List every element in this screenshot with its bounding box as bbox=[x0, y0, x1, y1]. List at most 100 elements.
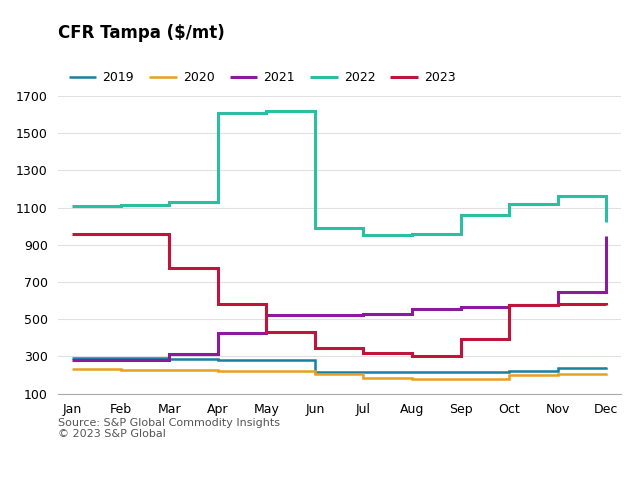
2022 bbox=[262, 110, 270, 116]
2020 bbox=[602, 370, 610, 375]
Text: Source: S&P Global Commodity Insights
© 2023 S&P Global: Source: S&P Global Commodity Insights © … bbox=[58, 418, 280, 439]
2020 bbox=[311, 369, 319, 374]
2021 bbox=[602, 289, 610, 295]
2019 bbox=[68, 355, 76, 361]
2019 bbox=[311, 369, 319, 375]
2019 bbox=[117, 355, 125, 361]
2023 bbox=[165, 231, 173, 237]
2022 bbox=[262, 108, 270, 114]
2021 bbox=[214, 330, 221, 336]
2023 bbox=[506, 336, 513, 342]
2022 bbox=[117, 203, 125, 209]
2019 bbox=[262, 357, 270, 362]
2022 bbox=[457, 231, 465, 237]
2022 bbox=[311, 108, 319, 114]
2023 bbox=[117, 231, 125, 237]
2019 bbox=[408, 369, 416, 375]
2021 bbox=[602, 233, 610, 239]
2021 bbox=[311, 312, 319, 318]
2020 bbox=[457, 376, 465, 382]
2019 bbox=[457, 369, 465, 375]
2019 bbox=[457, 369, 465, 375]
2021 bbox=[262, 330, 270, 336]
2019 bbox=[117, 355, 125, 361]
2023 bbox=[311, 345, 319, 351]
Line: 2019: 2019 bbox=[72, 358, 606, 372]
2022 bbox=[554, 193, 561, 199]
Line: 2020: 2020 bbox=[72, 370, 606, 379]
Line: 2021: 2021 bbox=[72, 236, 606, 360]
2020 bbox=[262, 368, 270, 374]
2020 bbox=[262, 369, 270, 374]
2019 bbox=[214, 356, 221, 362]
2019 bbox=[214, 357, 221, 362]
2020 bbox=[408, 375, 416, 381]
2022 bbox=[408, 231, 416, 237]
2022 bbox=[408, 232, 416, 238]
2019 bbox=[602, 366, 610, 372]
2019 bbox=[262, 358, 270, 363]
2019 bbox=[165, 356, 173, 362]
2021 bbox=[408, 311, 416, 316]
2023 bbox=[165, 265, 173, 271]
2023 bbox=[311, 329, 319, 335]
2019 bbox=[360, 369, 367, 375]
2020 bbox=[117, 367, 125, 372]
2023 bbox=[457, 336, 465, 342]
2023 bbox=[554, 302, 561, 308]
2022 bbox=[214, 199, 221, 205]
2019 bbox=[506, 369, 513, 374]
2019 bbox=[408, 369, 416, 375]
2019 bbox=[506, 369, 513, 375]
2021 bbox=[117, 358, 125, 363]
2021 bbox=[262, 312, 270, 318]
2020 bbox=[214, 368, 221, 374]
2020 bbox=[311, 371, 319, 376]
2020 bbox=[457, 376, 465, 382]
Line: 2022: 2022 bbox=[72, 111, 606, 235]
2023 bbox=[408, 350, 416, 356]
2020 bbox=[506, 376, 513, 382]
2022 bbox=[68, 203, 76, 209]
2020 bbox=[360, 375, 367, 381]
2021 bbox=[554, 302, 561, 308]
2023 bbox=[408, 353, 416, 359]
2020 bbox=[165, 367, 173, 372]
2021 bbox=[457, 306, 465, 312]
2023 bbox=[457, 353, 465, 359]
2022 bbox=[602, 220, 610, 226]
2019 bbox=[554, 366, 561, 372]
2021 bbox=[165, 357, 173, 363]
2021 bbox=[360, 312, 367, 318]
2022 bbox=[506, 212, 513, 218]
2022 bbox=[214, 110, 221, 116]
2022 bbox=[360, 232, 367, 238]
2021 bbox=[506, 302, 513, 308]
2022 bbox=[602, 193, 610, 199]
2021 bbox=[165, 351, 173, 357]
2020 bbox=[408, 376, 416, 382]
2021 bbox=[117, 357, 125, 363]
2023 bbox=[554, 301, 561, 307]
2020 bbox=[554, 372, 561, 378]
2021 bbox=[214, 351, 221, 357]
2023 bbox=[506, 302, 513, 308]
2023 bbox=[68, 231, 76, 237]
2022 bbox=[457, 212, 465, 218]
2022 bbox=[311, 225, 319, 231]
2021 bbox=[68, 358, 76, 363]
2023 bbox=[262, 301, 270, 307]
2022 bbox=[506, 201, 513, 207]
2020 bbox=[602, 371, 610, 376]
2023 bbox=[602, 301, 610, 307]
2023 bbox=[214, 301, 221, 307]
2021 bbox=[360, 311, 367, 316]
2023 bbox=[214, 265, 221, 271]
2022 bbox=[117, 202, 125, 208]
2021 bbox=[506, 304, 513, 310]
2019 bbox=[360, 369, 367, 375]
2021 bbox=[408, 306, 416, 312]
2022 bbox=[165, 202, 173, 208]
2023 bbox=[117, 231, 125, 237]
2021 bbox=[554, 289, 561, 295]
